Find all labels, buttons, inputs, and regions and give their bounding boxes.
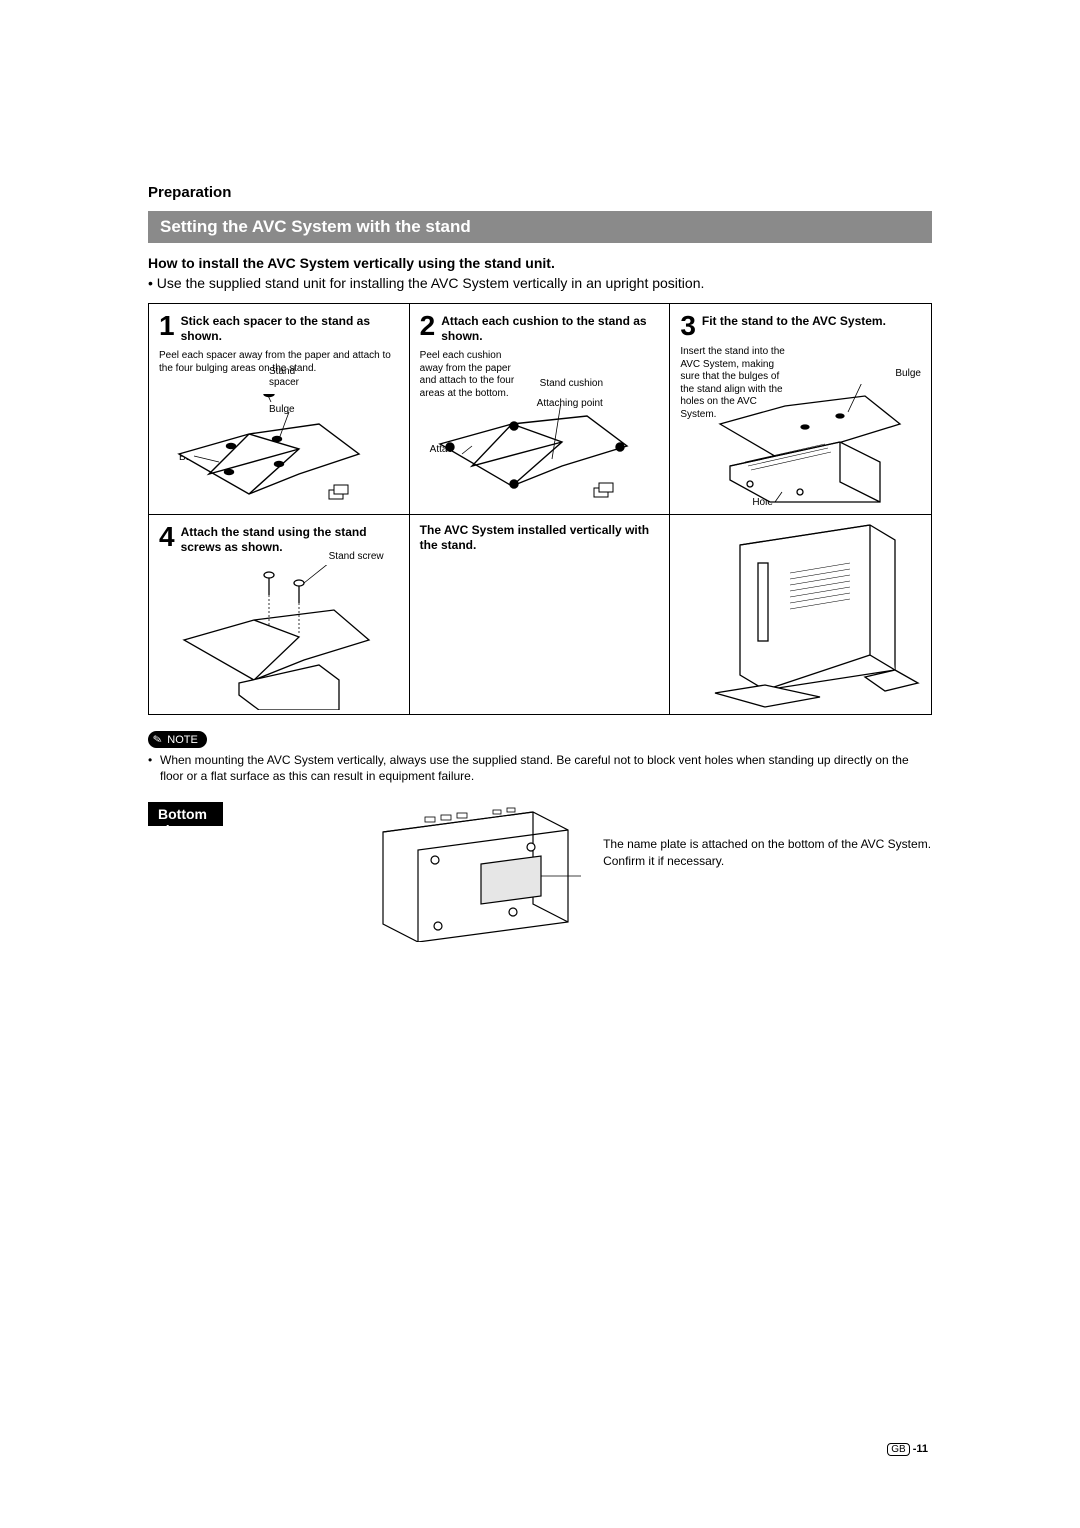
note-label: NOTE: [167, 734, 198, 746]
step-6-figure: [670, 514, 931, 714]
step-desc: Peel each cushion away from the paper an…: [420, 350, 525, 400]
step-4: 4 Attach the stand using the stand screw…: [149, 514, 410, 714]
step-title: Attach each cushion to the stand as show…: [441, 312, 659, 344]
step-title: The AVC System installed vertically with…: [420, 523, 660, 553]
diagram-fit-stand: [690, 384, 910, 509]
step-title: Stick each spacer to the stand as shown.: [181, 312, 399, 344]
step-number: 2: [420, 312, 436, 344]
diagram-stand-spacers: [159, 394, 379, 509]
note-pill: ✎ NOTE: [148, 731, 207, 748]
page-footer: GB -11: [887, 1443, 928, 1456]
callout-bulge: Bulge: [895, 368, 921, 379]
note-text: When mounting the AVC System vertically,…: [148, 752, 932, 784]
step-2: 2 Attach each cushion to the stand as sh…: [410, 304, 671, 514]
bottom-view-label: Bottom view: [148, 802, 223, 826]
diagram-attach-screws: [169, 565, 379, 710]
callout-stand-screw: Stand screw: [329, 551, 384, 562]
bottom-view-figure: [363, 802, 583, 942]
region-badge: GB: [887, 1443, 909, 1456]
bottom-view-row: Bottom view: [148, 802, 932, 942]
page-number: -11: [913, 1443, 928, 1455]
intro-subhead: How to install the AVC System vertically…: [148, 255, 932, 271]
diagram-installed: [670, 515, 926, 713]
diagram-stand-cushions: [422, 404, 642, 509]
callout-stand-spacer: Stand spacer: [269, 366, 309, 388]
step-number: 1: [159, 312, 175, 344]
note-hand-icon: ✎: [152, 732, 163, 746]
steps-grid: 1 Stick each spacer to the stand as show…: [148, 303, 932, 715]
step-number: 4: [159, 523, 175, 555]
step-title: Fit the stand to the AVC System.: [702, 312, 886, 340]
step-1: 1 Stick each spacer to the stand as show…: [149, 304, 410, 514]
title-bar: Setting the AVC System with the stand: [148, 211, 932, 243]
intro-bullet: • Use the supplied stand unit for instal…: [148, 275, 932, 291]
section-label: Preparation: [148, 184, 932, 201]
step-5-result: The AVC System installed vertically with…: [410, 514, 671, 714]
bottom-view-caption: The name plate is attached on the bottom…: [603, 836, 932, 868]
step-3: 3 Fit the stand to the AVC System. Inser…: [670, 304, 931, 514]
step-number: 3: [680, 312, 696, 340]
callout-stand-cushion: Stand cushion: [540, 378, 603, 389]
